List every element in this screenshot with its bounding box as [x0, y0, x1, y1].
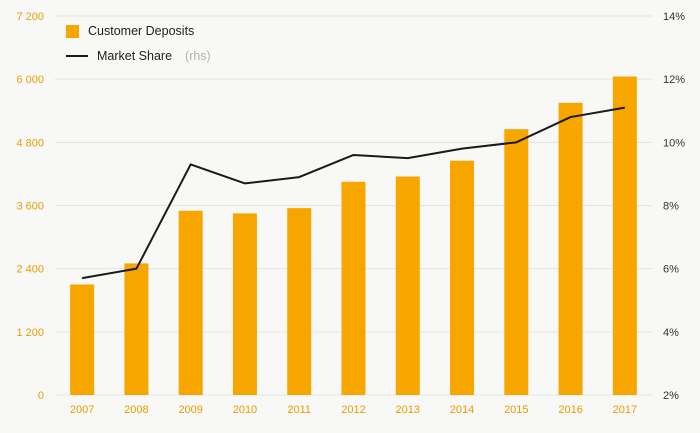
bar-2016: [558, 102, 583, 396]
legend-label-rhs-suffix: (rhs): [185, 49, 211, 63]
right-axis-tick-label: 12%: [663, 74, 685, 86]
left-axis-tick-label: 0: [38, 390, 44, 402]
right-axis-tick-label: 14%: [663, 11, 685, 23]
right-axis-tick-label: 4%: [663, 327, 679, 339]
x-axis-label-2016: 2016: [558, 404, 582, 416]
right-axis-tick-label: 10%: [663, 137, 685, 149]
bar-2012: [341, 181, 366, 395]
legend-label-market-share: Market Share: [97, 49, 173, 63]
bar-2010: [232, 213, 257, 395]
legend-swatch-line-icon: [66, 55, 88, 57]
bar-2014: [450, 160, 475, 395]
right-axis-tick-label: 2%: [663, 390, 679, 402]
x-axis-label-2015: 2015: [504, 404, 528, 416]
x-axis-label-2009: 2009: [178, 404, 202, 416]
x-axis-label-2008: 2008: [124, 404, 148, 416]
legend-label-customer-deposits: Customer Deposits: [88, 24, 195, 38]
right-axis-tick-label: 8%: [663, 201, 679, 213]
x-axis-label-2014: 2014: [450, 404, 474, 416]
legend-item-market-share[interactable]: Market Share (rhs): [66, 49, 211, 63]
legend-item-customer-deposits[interactable]: Customer Deposits: [66, 24, 211, 38]
bar-2011: [287, 208, 312, 395]
bar-2008: [124, 263, 149, 395]
bar-2015: [504, 129, 529, 395]
left-axis-tick-label: 2 400: [16, 264, 44, 276]
x-axis-label-2017: 2017: [613, 404, 637, 416]
x-axis-label-2012: 2012: [341, 404, 365, 416]
bar-2007: [70, 284, 95, 395]
right-axis-tick-label: 6%: [663, 264, 679, 276]
left-axis-tick-label: 6 000: [16, 74, 44, 86]
legend: Customer Deposits Market Share (rhs): [66, 24, 211, 63]
x-axis-label-2010: 2010: [233, 404, 257, 416]
left-axis-tick-label: 7 200: [16, 11, 44, 23]
x-axis-label-2011: 2011: [287, 404, 311, 416]
x-axis-label-2007: 2007: [70, 404, 94, 416]
left-axis-tick-label: 3 600: [16, 201, 44, 213]
left-axis-tick-label: 4 800: [16, 137, 44, 149]
bar-2017: [612, 76, 637, 395]
bar-2013: [395, 176, 420, 395]
bar-2009: [178, 210, 203, 395]
x-axis-label-2013: 2013: [396, 404, 420, 416]
left-axis-tick-label: 1 200: [16, 327, 44, 339]
legend-swatch-bar-icon: [66, 24, 79, 38]
market-share-line: [81, 106, 626, 280]
